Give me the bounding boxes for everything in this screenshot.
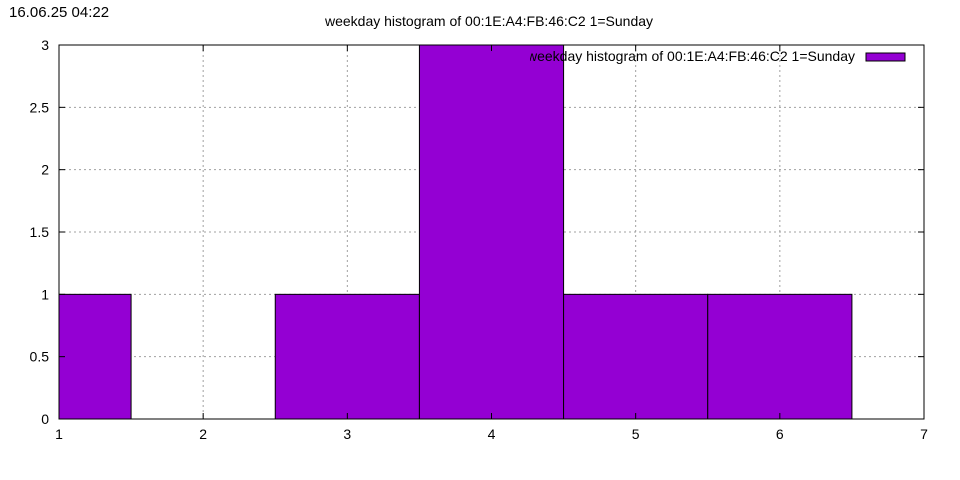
- bar-series: [59, 45, 853, 419]
- histogram-bar: [59, 293, 132, 419]
- axis-ticks: 1 2 3 4 5 6 7 0 0.5 1 1.5 2 2.5 3: [30, 37, 929, 442]
- x-tick-label: 5: [632, 426, 640, 442]
- legend-swatch: [865, 52, 906, 62]
- y-tick-label: 3: [41, 37, 49, 53]
- x-tick-label: 6: [776, 426, 784, 442]
- x-tick-label: 3: [343, 426, 351, 442]
- y-tick-label: 2.5: [30, 99, 50, 115]
- x-tick-label: 2: [199, 426, 207, 442]
- y-tick-label: 1.5: [30, 224, 50, 240]
- legend-label-clip: weekday histogram of 00:1E:A4:FB:46:C2 1…: [526, 48, 855, 64]
- timestamp: 16.06.25 04:22: [9, 4, 110, 21]
- histogram-bar: [707, 293, 853, 419]
- legend: weekday histogram of 00:1E:A4:FB:46:C2 1…: [526, 48, 906, 64]
- y-tick-label: 1: [41, 286, 49, 302]
- histogram-bar: [563, 293, 709, 419]
- y-tick-label: 0: [41, 411, 49, 427]
- y-tick-label: 0.5: [30, 349, 50, 365]
- x-tick-label: 4: [488, 426, 496, 442]
- x-tick-label: 7: [920, 426, 928, 442]
- chart-title: weekday histogram of 00:1E:A4:FB:46:C2 1…: [324, 13, 653, 29]
- x-tick-label: 1: [55, 426, 63, 442]
- histogram-bar: [418, 45, 565, 419]
- histogram-bar: [274, 293, 420, 419]
- y-tick-label: 2: [41, 162, 49, 178]
- legend-label: weekday histogram of 00:1E:A4:FB:46:C2 1…: [526, 48, 855, 64]
